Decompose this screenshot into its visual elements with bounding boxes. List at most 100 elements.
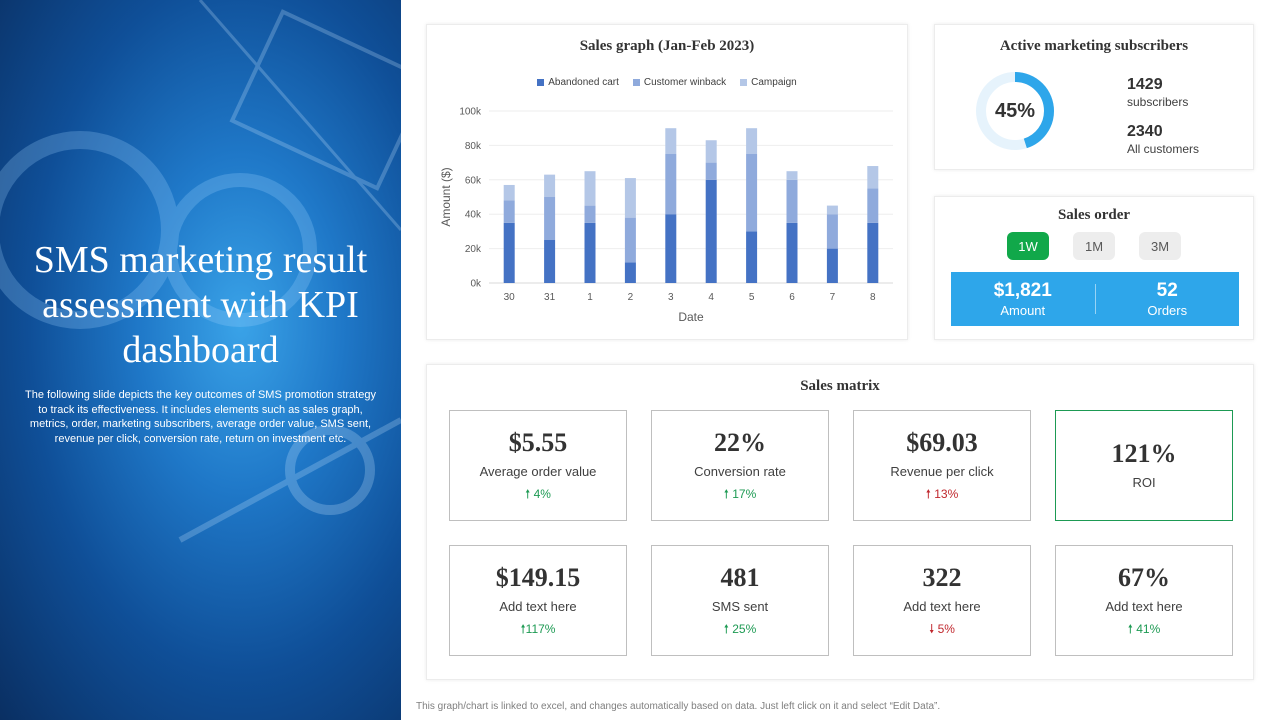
y-tick-label: 20k [465,244,482,255]
tab-1w[interactable]: 1W [1007,232,1049,260]
subscribers-card: Active marketing subscribers 45% 1429 su… [934,24,1254,170]
subscribers-donut [976,72,1054,150]
x-tick-label: 1 [587,292,593,303]
bar-segment [544,197,556,240]
kpi-change: 🠗 5% [854,620,1030,641]
subscribers-percent: 45% [994,100,1036,122]
page-title: SMS marketing result assessment with KPI… [33,239,368,371]
kpi-value: 322 [922,563,962,592]
bar-segment [786,179,798,223]
kpi-change-value: 17% [732,487,757,501]
kpi-average-order-value: $5.55 Average order value 🠕 4% [449,410,627,521]
kpi-value: 67% [1118,563,1170,592]
bar-segment [544,174,556,197]
bar-segment [867,222,879,283]
x-tick-label: 4 [708,292,714,303]
sales-graph-card[interactable]: Sales graph (Jan-Feb 2023) Abandoned car… [426,24,908,340]
orders-label: Orders [1147,303,1188,318]
subscribers-label: subscribers [1127,95,1189,109]
kpi-change-value: 4% [533,487,551,501]
bar-segment [584,171,596,206]
legend-item: Customer winback [632,77,727,88]
kpi-add-text-1: $149.15 Add text here 🠕117% [449,545,627,656]
bar-segment [665,154,677,215]
arrow-up-icon: 🠕 [723,487,729,501]
kpi-change-value: 41% [1136,622,1161,636]
sales-order-card: Sales order 1W 1M 3M $1,821 Amount 52 Or… [934,196,1254,340]
bar-segment [746,231,758,283]
tab-1m[interactable]: 1M [1073,232,1115,260]
kpi-change-value: 25% [732,622,757,636]
kpi-label: Average order value [479,464,597,479]
chart-legend: Abandoned cart Customer winback Campaign [427,77,907,88]
subscribers-title: Active marketing subscribers [999,38,1189,54]
bar-segment [624,178,636,218]
kpi-revenue-per-click: $69.03 Revenue per click 🠕 13% [853,410,1031,521]
x-tick-label: 3 [668,292,674,303]
kpi-change: 🠕 17% [652,485,828,506]
background-decoration [0,0,401,543]
kpi-change: 🠕 41% [1056,620,1232,641]
bar-segment [624,262,636,283]
y-tick-label: 60k [465,175,482,186]
x-tick-label: 7 [830,292,836,303]
legend-label: Customer winback [643,77,727,88]
orders-value: 52 [1156,280,1178,301]
y-axis-label: Amount ($) [439,167,453,226]
legend-swatch [537,79,545,86]
legend-swatch [632,79,640,86]
bar-segment [624,217,636,263]
donut-arc [976,72,1054,150]
sales-matrix-title: Sales matrix [800,378,880,394]
bar-segment [867,188,879,223]
legend-swatch [740,79,748,86]
kpi-change: 🠕 13% [854,485,1030,506]
bar-segment [746,154,758,232]
kpi-change-value: 117% [525,622,556,636]
bar-segment [503,200,515,223]
chart-title: Sales graph (Jan-Feb 2023) [579,38,755,54]
kpi-change: 🠕117% [450,620,626,641]
arrow-up-icon: 🠕 [1127,622,1133,636]
customers-count: 2340 [1127,123,1163,140]
kpi-label: Add text here [1105,599,1183,614]
bar-segment [665,128,677,154]
legend-item: Abandoned cart [537,77,619,88]
kpi-change: 🠕 4% [450,485,626,506]
bar-segment [786,222,798,283]
kpi-sms-sent: 481 SMS sent 🠕 25% [651,545,829,656]
bar-segment [705,162,717,180]
bar-segment [746,128,758,154]
x-axis-label: Date [678,310,704,324]
bar-segment [826,214,838,249]
arrow-up-icon: 🠕 [723,622,729,636]
x-tick-label: 2 [628,292,634,303]
hero-panel: SMS marketing result assessment with KPI… [0,0,401,720]
bar-segment [826,205,838,215]
bar-segment [786,171,798,180]
tab-3m[interactable]: 3M [1139,232,1181,260]
page-description: The following slide depicts the key outc… [25,389,376,445]
kpi-add-text-3: 67% Add text here 🠕 41% [1055,545,1233,656]
arrow-down-icon: 🠗 [929,622,935,636]
x-tick-label: 8 [870,292,876,303]
y-tick-label: 40k [465,210,482,221]
bar-segment [705,179,717,283]
kpi-label: Revenue per click [890,464,994,479]
x-tick-label: 30 [504,292,516,303]
sales-order-title: Sales order [1057,207,1131,223]
subscribers-count: 1429 [1127,76,1163,93]
kpi-change-value: 5% [937,622,955,636]
arrow-up-icon: 🠕 [520,622,526,636]
order-summary: $1,821 Amount 52 Orders [951,272,1239,326]
legend-label: Campaign [751,77,797,88]
arrow-up-icon: 🠕 [525,487,531,501]
kpi-label: Conversion rate [694,464,786,479]
bar-segment [826,248,838,283]
bar-segment [544,240,556,283]
sales-chart: 0k 20k 40k 60k 80k 100k Amount ($) Date 30 31 1 2 3 4… [439,107,893,324]
bar-segment [584,205,596,223]
y-tick-label: 80k [465,141,482,152]
kpi-change: 🠕 25% [652,620,828,641]
x-tick-label: 5 [749,292,755,303]
